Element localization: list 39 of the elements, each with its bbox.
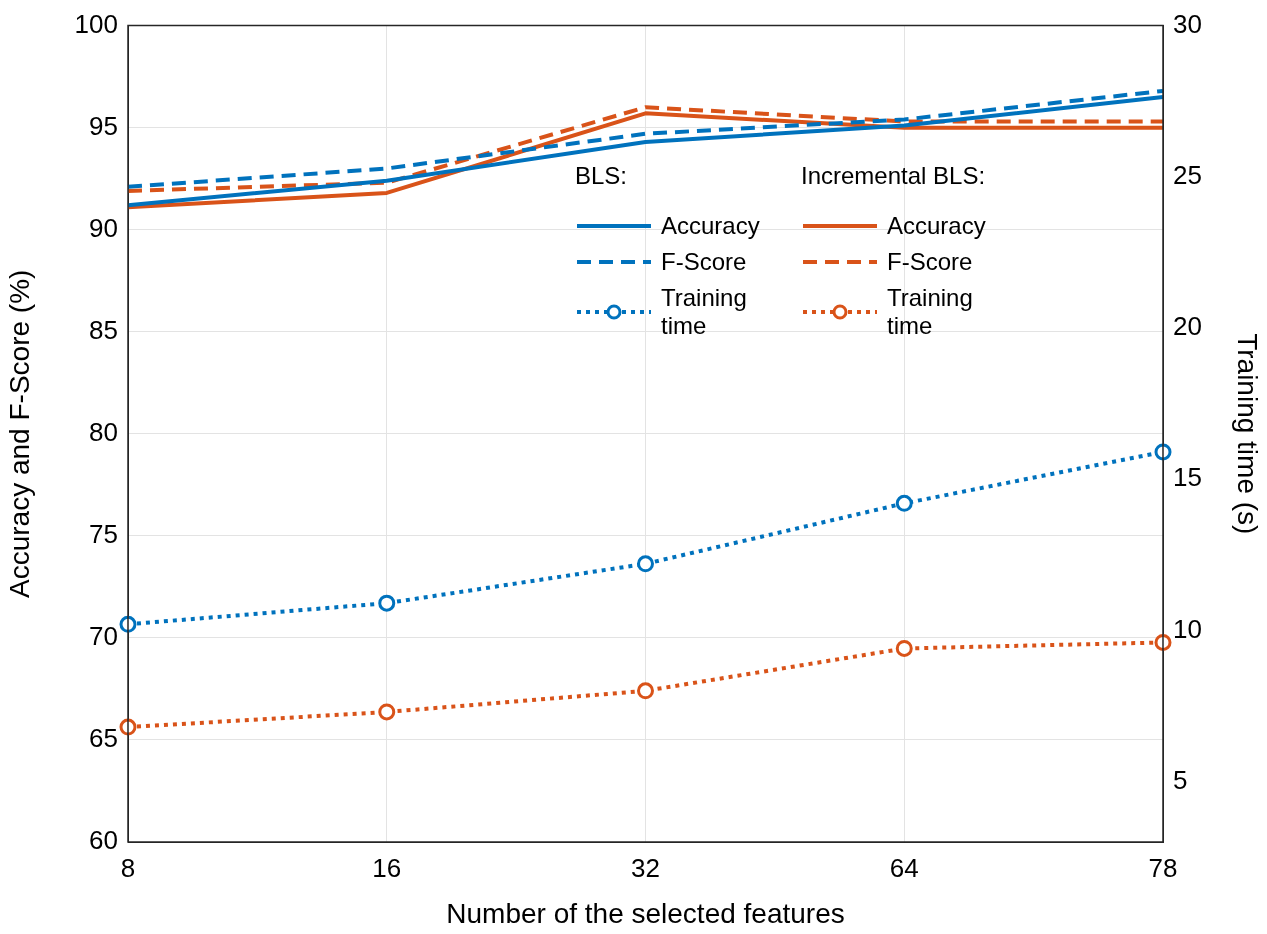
annotation: Incremental BLS: <box>801 161 987 190</box>
y-axis-title: Accuracy and F-Score (%) <box>3 269 35 598</box>
y-tick-label: 90 <box>89 212 118 243</box>
y-tick-label: 75 <box>89 519 118 550</box>
legend-label: F-Score <box>887 248 974 276</box>
point <box>378 594 396 612</box>
annotation: BLS: <box>575 161 629 190</box>
legend-label: F-Score <box>661 248 748 276</box>
x-tick-label: 16 <box>372 852 402 883</box>
x-tick-label: 32 <box>631 852 660 883</box>
point <box>637 682 654 700</box>
x-tick-label: 78 <box>1148 852 1178 883</box>
legend-label: Training time <box>661 284 748 340</box>
point <box>895 494 913 512</box>
legend-label: Accuracy <box>661 212 761 240</box>
y-tick-label: 70 <box>89 621 118 652</box>
x-axis-title: Number of the selected features <box>446 897 845 929</box>
point <box>637 555 654 573</box>
y2-axis-title: Training time (s) <box>1232 333 1264 535</box>
point <box>895 639 913 657</box>
y2-tick-label: 15 <box>1173 462 1202 493</box>
y2-tick-label: 5 <box>1173 764 1188 795</box>
point <box>378 703 396 721</box>
y2-tick-label: 10 <box>1173 613 1202 644</box>
x-tick-label: 8 <box>120 852 136 883</box>
legend-label: Accuracy <box>887 212 987 240</box>
y2-tick-label: 25 <box>1173 159 1202 190</box>
y-tick-label: 100 <box>74 8 118 39</box>
y2-tick-label: 20 <box>1173 311 1202 342</box>
line-series <box>126 105 1165 193</box>
line-series <box>126 88 1165 189</box>
y-tick-label: 65 <box>89 723 118 754</box>
x-tick-label: 64 <box>889 852 919 883</box>
legend-label: Training time <box>887 284 974 340</box>
y-tick-label: 80 <box>89 416 118 447</box>
y-tick-label: 85 <box>89 314 118 345</box>
y2-tick-label: 30 <box>1173 8 1202 39</box>
y-tick-label: 60 <box>89 825 118 856</box>
y-tick-label: 95 <box>89 110 118 141</box>
